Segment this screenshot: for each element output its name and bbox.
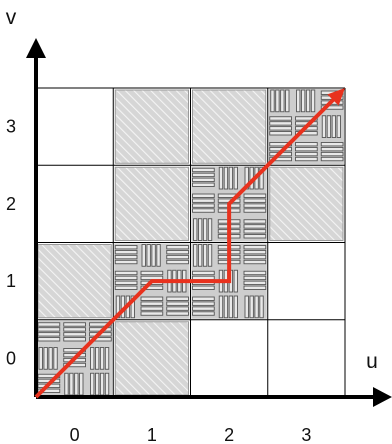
- x-axis-arrowhead: [373, 387, 392, 407]
- grid-cell-hatch: [269, 166, 344, 241]
- grid-cell-hatch: [114, 89, 189, 164]
- grid-cell-white: [36, 165, 114, 243]
- y-axis-arrowhead: [26, 38, 46, 58]
- y-tick-label: 2: [6, 194, 16, 214]
- grid-cell-hatch: [192, 89, 267, 164]
- x-tick-label: 0: [70, 425, 80, 444]
- grid-cell-white: [36, 88, 114, 166]
- y-axis-label: v: [6, 6, 17, 29]
- grid-cell-white: [267, 242, 345, 320]
- grid-cell-hatch: [114, 166, 189, 241]
- path-line: [34, 88, 345, 399]
- x-tick-label: 3: [301, 425, 311, 444]
- y-tick-label: 1: [6, 271, 16, 291]
- x-tick-label: 2: [224, 425, 234, 444]
- grid-cell-white: [267, 319, 345, 397]
- grid-cell-hatch: [114, 321, 189, 396]
- y-tick-label: 3: [6, 117, 16, 137]
- tick-labels: 0 1 2 3 0 1 2 3: [6, 117, 311, 444]
- y-tick-label: 0: [6, 348, 16, 368]
- grid-cell-hatch: [37, 244, 112, 319]
- path-arrowhead: [327, 88, 345, 106]
- x-axis-label: u: [366, 350, 378, 373]
- grid-cell-white: [190, 319, 268, 397]
- x-tick-label: 1: [147, 425, 157, 444]
- grid-cell-weave: [268, 89, 344, 165]
